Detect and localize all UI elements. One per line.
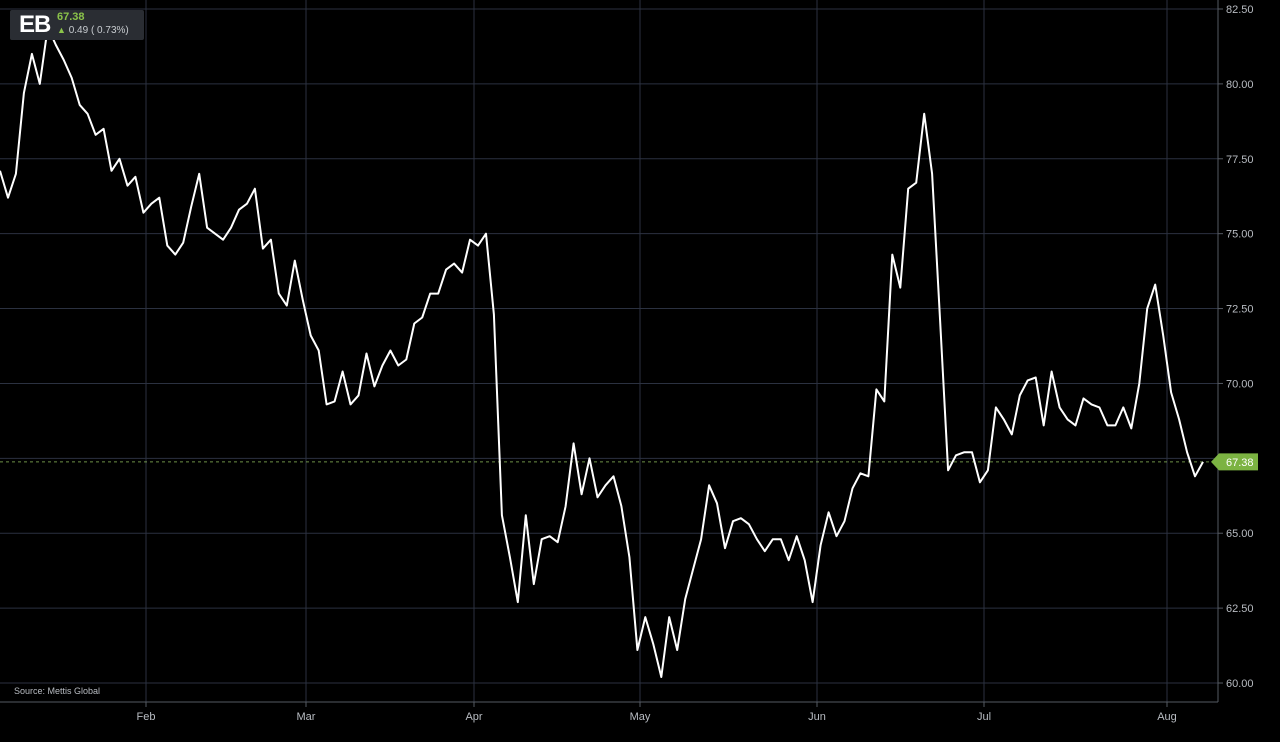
y-tick-label: 80.00 [1226,79,1254,91]
price-series-line [0,26,1204,678]
last-price-marker: 67.38 [1211,453,1258,471]
y-tick-label: 65.00 [1226,528,1254,540]
y-tick-label: 62.50 [1226,603,1254,615]
grid-lines [0,0,1223,707]
x-tick-label: Jul [977,711,991,723]
ticker-symbol: EB [19,11,51,38]
y-tick-label: 75.00 [1226,229,1254,241]
y-tick-label: 72.50 [1226,304,1254,316]
ticker-box: EB 67.38 ▲ 0.49 ( 0.73%) [10,10,144,40]
x-tick-label: Mar [297,711,316,723]
ticker-change: 0.49 ( 0.73%) [68,25,129,36]
x-tick-label: Jun [808,711,826,723]
x-tick-label: Aug [1157,711,1177,723]
last-price-marker-label: 67.38 [1226,457,1254,469]
x-tick-label: Feb [137,711,156,723]
x-tick-label: May [630,711,651,723]
x-axis-labels: Feb Mar Apr May Jun Jul Aug [137,711,1177,723]
source-label: Source: Mettis Global [14,686,101,696]
ticker-price: 67.38 [57,11,85,23]
arrow-up-icon: ▲ [57,25,66,35]
y-axis-labels: 82.5080.0077.5075.0072.5070.0067.5065.00… [1226,4,1254,690]
ticker-change-row: ▲ 0.49 ( 0.73%) [57,24,129,37]
y-tick-label: 70.00 [1226,378,1254,390]
x-tick-label: Apr [465,711,482,723]
y-tick-label: 77.50 [1226,154,1254,166]
y-tick-label: 60.00 [1226,678,1254,690]
y-tick-label: 82.50 [1226,4,1254,16]
last-price-marker-shape [1211,453,1258,471]
